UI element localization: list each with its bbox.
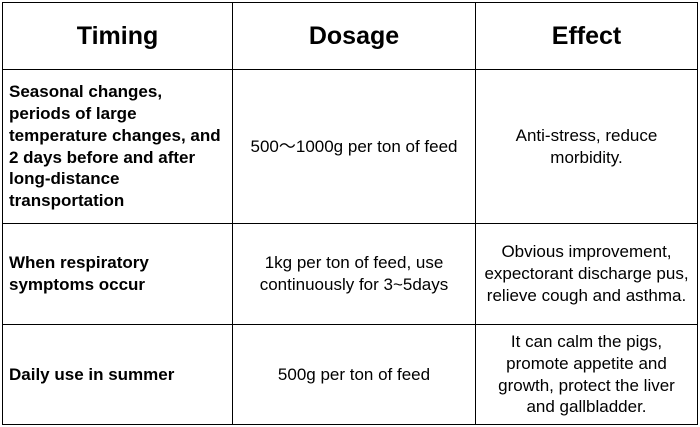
column-header-timing: Timing — [2, 2, 233, 70]
table-header-row: Timing Dosage Effect — [2, 2, 698, 70]
column-header-dosage: Dosage — [232, 2, 476, 70]
effect-cell: Anti-stress, reduce morbidity. — [475, 69, 698, 224]
dosage-cell: 500～1000g per ton of feed — [232, 69, 476, 224]
timing-cell: When respiratory symptoms occur — [2, 223, 233, 325]
effect-cell: It can calm the pigs, promote appetite a… — [475, 324, 698, 425]
timing-cell: Seasonal changes, periods of large tempe… — [2, 69, 233, 224]
table-row: When respiratory symptoms occur 1kg per … — [2, 223, 698, 325]
effect-cell: Obvious improvement, expectorant dischar… — [475, 223, 698, 325]
dosage-cell: 500g per ton of feed — [232, 324, 476, 425]
dosage-cell: 1kg per ton of feed, use continuously fo… — [232, 223, 476, 325]
timing-cell: Daily use in summer — [2, 324, 233, 425]
table-row: Daily use in summer 500g per ton of feed… — [2, 324, 698, 425]
table-row: Seasonal changes, periods of large tempe… — [2, 69, 698, 224]
column-header-effect: Effect — [475, 2, 698, 70]
